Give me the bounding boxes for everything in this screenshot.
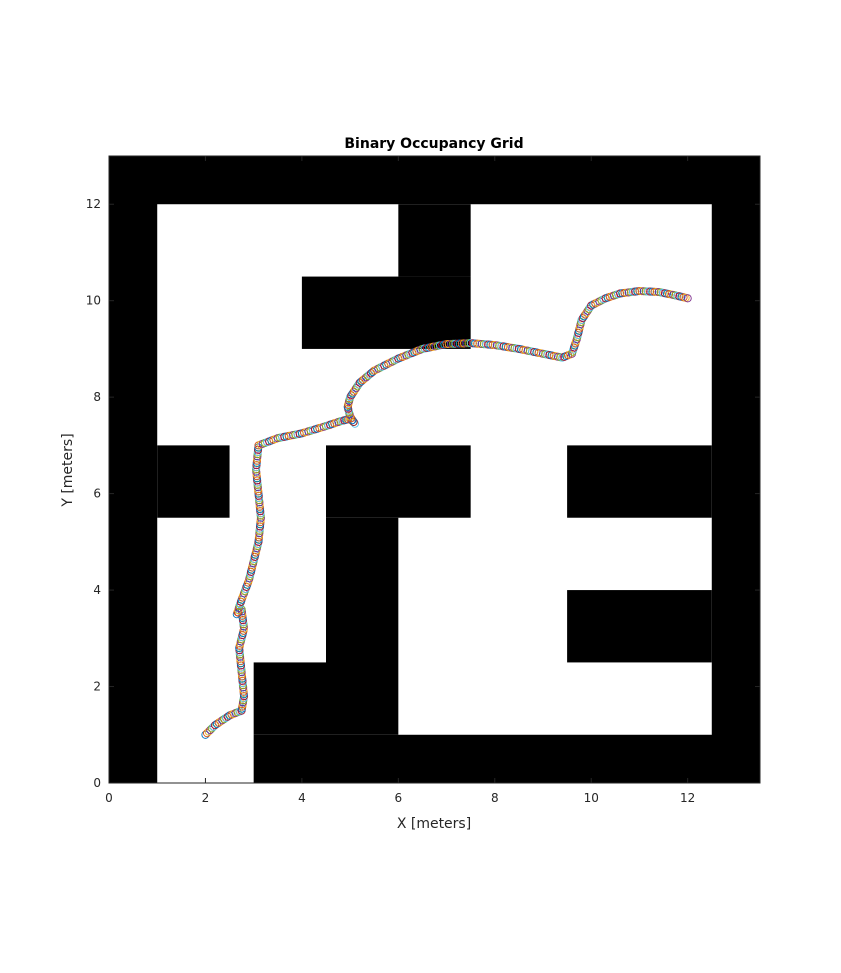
path-marker: [479, 340, 488, 349]
path-marker: [683, 294, 692, 303]
occupied-cell: [157, 445, 230, 518]
path-marker: [639, 287, 648, 296]
path-marker: [466, 339, 475, 348]
y-tick-label: 10: [86, 294, 101, 308]
path-marker: [477, 339, 486, 349]
occupied-cell: [301, 276, 471, 349]
path-marker: [473, 339, 482, 348]
path-marker: [464, 339, 473, 348]
y-tick-label: 8: [93, 390, 101, 404]
path-marker: [643, 287, 653, 296]
y-tick-label: 12: [86, 197, 101, 211]
y-tick-label: 0: [93, 776, 101, 790]
path-marker: [468, 339, 477, 348]
x-axis-label: X [meters]: [397, 816, 471, 832]
path-marker: [587, 301, 596, 310]
path-marker: [470, 339, 480, 348]
path-marker: [442, 340, 451, 349]
y-tick-label: 2: [93, 680, 101, 694]
x-tick-label: 4: [298, 791, 306, 805]
path-marker: [486, 340, 495, 349]
path-marker: [444, 339, 453, 349]
axes-frame: [108, 155, 761, 784]
occupied-cell: [253, 662, 326, 735]
robot-path: [201, 286, 692, 739]
path-marker: [641, 287, 650, 296]
path-marker: [460, 339, 469, 348]
chart-title: Binary Occupancy Grid: [344, 136, 523, 152]
path-marker: [457, 339, 466, 348]
occupied-cell: [326, 445, 471, 518]
path-marker: [635, 286, 644, 296]
x-tick-label: 0: [105, 791, 113, 805]
path-marker: [475, 339, 484, 348]
occupied-cell: [398, 204, 471, 277]
x-tick-label: 8: [491, 791, 499, 805]
path-marker: [652, 287, 661, 296]
x-tick-label: 6: [395, 791, 403, 805]
occupied-cell: [253, 734, 760, 783]
occupied-cells: [109, 156, 760, 783]
path-marker: [646, 287, 655, 296]
path-marker: [484, 340, 493, 349]
x-tick-label: 12: [680, 791, 695, 805]
path-marker: [455, 339, 464, 348]
path-marker: [650, 287, 659, 296]
y-axis-ticks: 0 2 4 6 8 10 12: [86, 197, 760, 790]
occupied-cell: [567, 445, 712, 518]
path-marker: [637, 287, 646, 296]
path-marker: [446, 339, 455, 348]
path-marker: [449, 339, 458, 348]
path-marker: [648, 287, 657, 296]
path-marker: [347, 414, 356, 423]
path-marker: [451, 339, 460, 348]
x-tick-label: 2: [202, 791, 210, 805]
path-marker: [453, 339, 462, 348]
y-tick-label: 4: [93, 583, 101, 597]
path-marker: [488, 340, 497, 349]
occupied-cell: [567, 590, 712, 663]
occupied-cell: [326, 517, 399, 735]
occupied-cell: [711, 156, 760, 783]
plot-area: [108, 155, 761, 784]
path-marker: [462, 339, 471, 348]
x-tick-label: 10: [584, 791, 599, 805]
occupied-cell: [109, 156, 760, 205]
y-axis-label: Y [meters]: [60, 433, 76, 507]
y-tick-label: 6: [93, 487, 101, 501]
x-axis-ticks: 0 2 4 6 8 10 12: [105, 156, 695, 805]
occupied-cell: [109, 156, 158, 783]
path-marker: [481, 340, 491, 349]
